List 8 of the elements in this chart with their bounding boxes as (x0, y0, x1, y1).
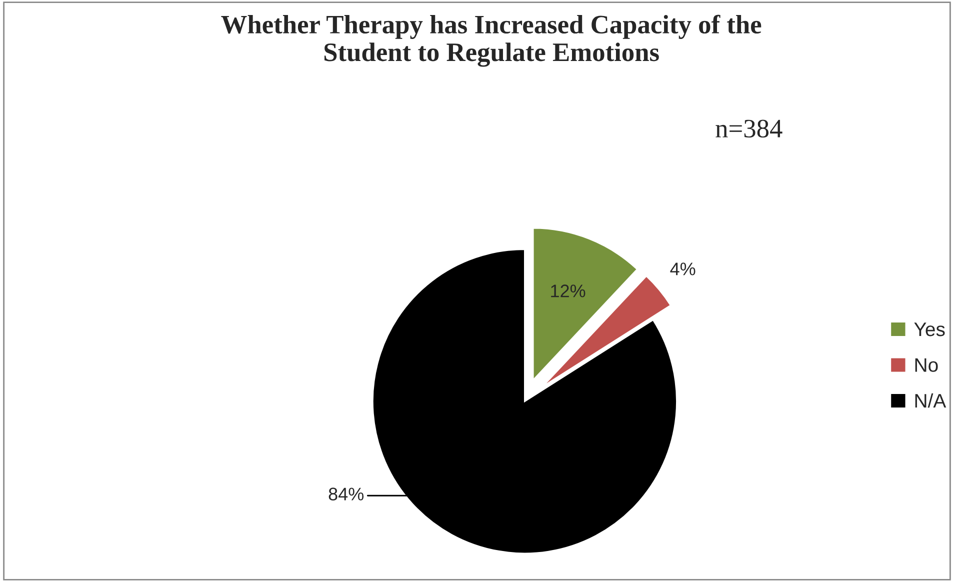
chart-title: Whether Therapy has Increased Capacity of the Student to Regulate Emotions (221, 14, 762, 67)
legend-label: No (915, 358, 938, 372)
data-label: 12% (551, 284, 586, 298)
data-label: 4% (670, 262, 696, 276)
legend-label: Yes (914, 322, 945, 336)
legend-label: N/A (915, 393, 946, 408)
data-label: 84% (328, 488, 364, 500)
text: n=384 (716, 120, 782, 138)
